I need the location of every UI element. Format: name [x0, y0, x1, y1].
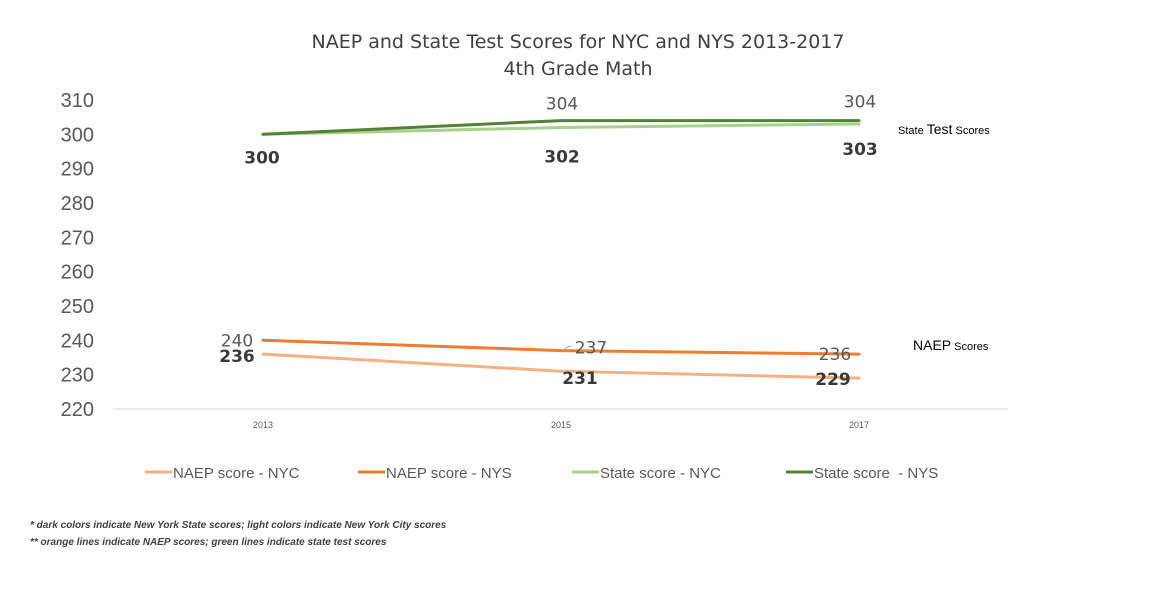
state-test-scores-annotation: State Test Scores	[898, 121, 990, 137]
y-tick-label: 240	[61, 330, 94, 352]
legend-item-1: NAEP score - NYS	[358, 465, 512, 482]
y-axis: 220 230 240 250 260 270 280 290 300 310	[61, 90, 94, 421]
legend-label: NAEP score - NYC	[173, 465, 300, 482]
y-tick-label: 280	[61, 193, 94, 215]
naep-scores-annotation: NAEP Scores	[913, 337, 989, 353]
data-label: 236	[819, 345, 851, 365]
data-label: 303	[842, 140, 878, 160]
series-line-0	[261, 352, 861, 380]
y-tick-label: 310	[61, 90, 94, 112]
y-tick-label: 290	[61, 159, 94, 181]
legend-item-0: NAEP score - NYC	[145, 465, 300, 482]
data-label: 229	[815, 370, 851, 390]
data-label: 302	[544, 147, 580, 167]
data-label: 231	[562, 369, 598, 389]
y-tick-label: 220	[61, 399, 94, 421]
y-tick-label: 230	[61, 365, 94, 387]
data-label: 237	[575, 339, 607, 359]
legend-item-3: State score - NYS	[786, 465, 938, 482]
x-tick-label: 2017	[849, 420, 869, 430]
data-label: 236	[219, 347, 255, 367]
y-tick-label: 260	[61, 262, 94, 284]
legend-item-2: State score - NYC	[572, 465, 721, 482]
chart-title: NAEP and State Test Scores for NYC and N…	[312, 31, 845, 53]
legend-label: NAEP score - NYS	[386, 465, 512, 482]
series-line-1	[261, 338, 861, 356]
legend-label: State score - NYS	[814, 465, 938, 482]
legend-label: State score - NYC	[600, 465, 721, 482]
legend: NAEP score - NYC NAEP score - NYS State sc…	[145, 465, 938, 482]
footnote-colors: * dark colors indicate New York State sc…	[30, 520, 447, 531]
data-label: 300	[244, 148, 280, 168]
data-label: 304	[546, 95, 578, 115]
y-tick-label: 250	[61, 296, 94, 318]
x-tick-label: 2015	[551, 420, 571, 430]
data-labels: 236 231 229 240 237 236 300 302 303 304 304	[219, 93, 878, 391]
x-tick-label: 2013	[253, 420, 273, 430]
x-axis: 2013 2015 2017	[253, 420, 869, 430]
footnote-lines: ** orange lines indicate NAEP scores; gr…	[30, 537, 387, 548]
y-tick-label: 270	[61, 227, 94, 249]
chart-subtitle: 4th Grade Math	[503, 58, 652, 80]
series-lines	[261, 119, 861, 380]
data-label: 304	[844, 93, 876, 113]
y-tick-label: 300	[61, 124, 94, 146]
series-line-3	[261, 119, 861, 136]
series-line-2	[261, 122, 861, 136]
data-label: 240	[221, 331, 253, 351]
label-leader-line	[564, 345, 573, 350]
